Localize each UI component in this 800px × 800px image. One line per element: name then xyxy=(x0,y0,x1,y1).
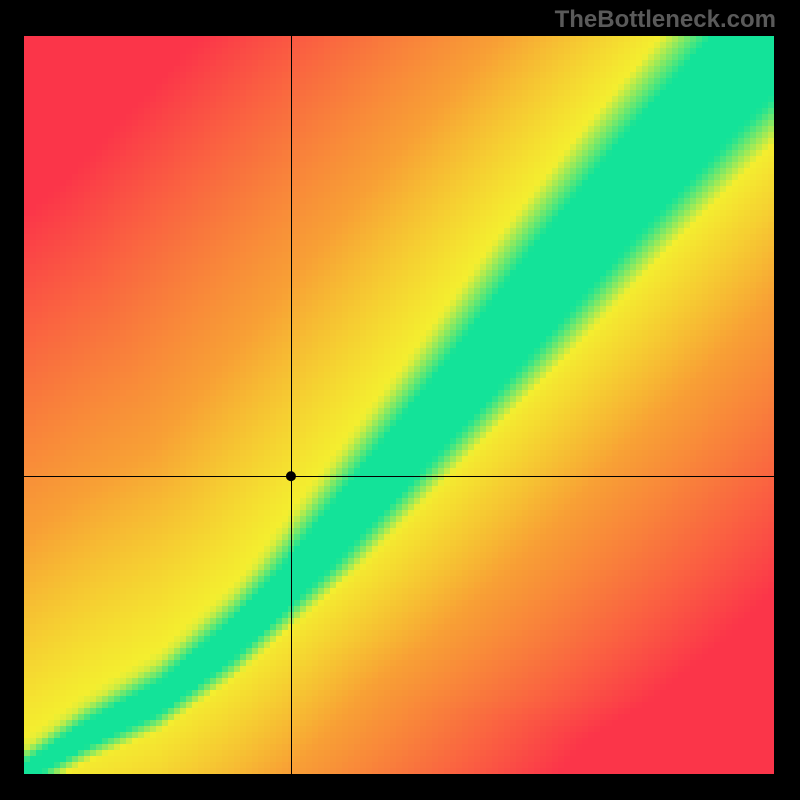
bottleneck-heatmap xyxy=(0,0,800,800)
watermark-text: TheBottleneck.com xyxy=(555,6,776,34)
